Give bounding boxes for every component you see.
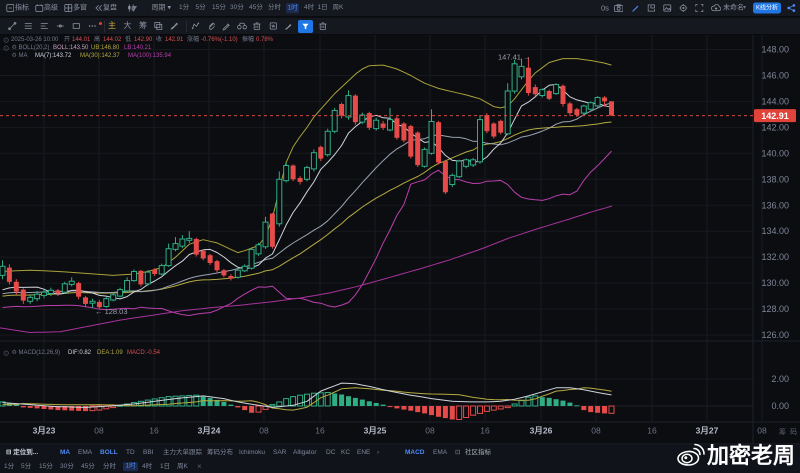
svg-text:3月27: 3月27 [696, 426, 719, 436]
svg-text:← 128.03: ← 128.03 [95, 307, 128, 316]
svg-text:08: 08 [259, 426, 269, 436]
svg-text:134.00: 134.00 [761, 226, 789, 236]
svg-text:16: 16 [480, 426, 490, 436]
svg-text:140.00: 140.00 [761, 148, 789, 158]
svg-text:16: 16 [315, 426, 325, 436]
svg-text:126.00: 126.00 [761, 330, 789, 340]
svg-text:16: 16 [647, 426, 657, 436]
svg-text:08: 08 [757, 426, 767, 436]
svg-text:138.00: 138.00 [761, 174, 789, 184]
svg-text:0.00: 0.00 [771, 401, 789, 411]
svg-text:08: 08 [591, 426, 601, 436]
svg-text:3月25: 3月25 [364, 426, 387, 436]
svg-text:16: 16 [149, 426, 159, 436]
svg-text:142.91: 142.91 [761, 111, 789, 121]
svg-text:3月26: 3月26 [530, 426, 553, 436]
svg-text:148.00: 148.00 [761, 45, 789, 55]
svg-text:147.41 →: 147.41 → [498, 53, 531, 62]
svg-text:132.00: 132.00 [761, 252, 789, 262]
svg-text:08: 08 [94, 426, 104, 436]
svg-text:筹: 筹 [779, 427, 786, 436]
svg-text:2.00: 2.00 [771, 374, 789, 384]
svg-text:130.00: 130.00 [761, 278, 789, 288]
svg-text:3月23: 3月23 [33, 426, 56, 436]
svg-text:码: 码 [790, 428, 797, 436]
svg-text:08: 08 [425, 426, 435, 436]
svg-text:144.00: 144.00 [761, 96, 789, 106]
svg-text:3月24: 3月24 [198, 426, 221, 436]
svg-text:146.00: 146.00 [761, 71, 789, 81]
svg-text:136.00: 136.00 [761, 200, 789, 210]
svg-text:142.00: 142.00 [761, 122, 789, 132]
svg-text:128.00: 128.00 [761, 304, 789, 314]
